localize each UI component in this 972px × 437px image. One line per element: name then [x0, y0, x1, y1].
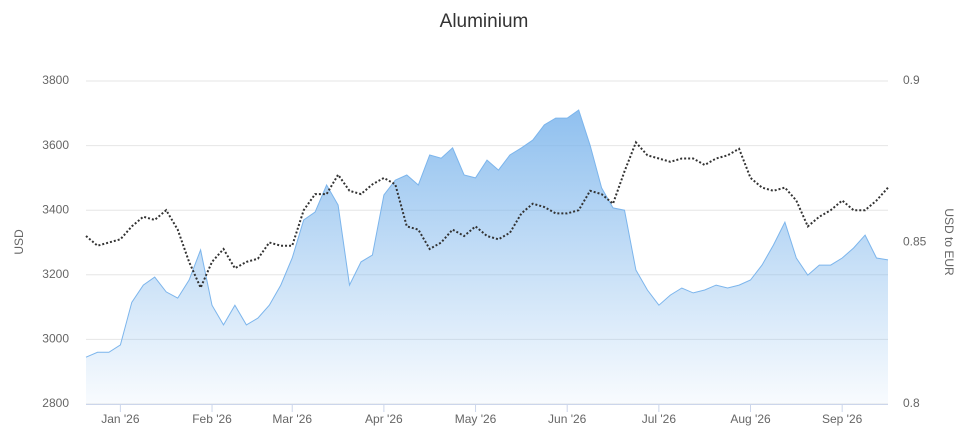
y-tick-label: 3200	[42, 267, 69, 281]
x-tick-label: Mar '26	[272, 412, 312, 426]
x-tick-label: Aug '26	[730, 412, 771, 426]
line	[85, 140, 889, 291]
y-tick-label: 3800	[42, 73, 69, 87]
y-tick-label: 2800	[42, 396, 69, 410]
area-fill	[86, 110, 888, 404]
x-tick-label: Jun '26	[548, 412, 587, 426]
y-axis-title: USD	[12, 229, 26, 255]
y2-tick-label: 0.85	[903, 235, 927, 249]
x-tick-label: May '26	[455, 412, 497, 426]
y-tick-label: 3600	[42, 138, 69, 152]
x-tick-label: Sep '26	[822, 412, 863, 426]
x-tick-label: Jan '26	[101, 412, 140, 426]
x-tick-label: Feb '26	[192, 412, 232, 426]
area-line	[85, 109, 889, 358]
x-tick-label: Apr '26	[365, 412, 403, 426]
x-tick-label: Jul '26	[642, 412, 677, 426]
y-tick-label: 3400	[42, 202, 69, 216]
y2-tick-label: 0.8	[903, 396, 920, 410]
y2-tick-label: 0.9	[903, 73, 920, 87]
chart-title: Aluminium	[440, 11, 529, 32]
y-tick-label: 3000	[42, 332, 69, 346]
y2-axis-title: USD to EUR	[942, 208, 956, 276]
